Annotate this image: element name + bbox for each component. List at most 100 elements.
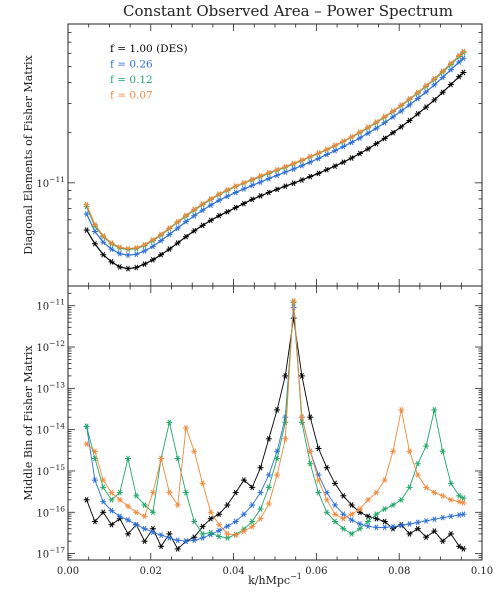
- data-point: [365, 496, 372, 503]
- data-point: [91, 228, 98, 235]
- data-point: [332, 502, 338, 508]
- data-point: [257, 515, 264, 522]
- marker-stroke: [225, 186, 230, 193]
- marker-stroke: [101, 233, 106, 239]
- data-point: [232, 532, 239, 538]
- data-point: [290, 160, 297, 167]
- data-point: [381, 518, 388, 525]
- marker-stroke: [217, 212, 222, 219]
- marker-stroke: [250, 518, 255, 525]
- marker-stroke: [333, 502, 337, 508]
- marker-stroke: [457, 492, 462, 499]
- marker-stroke: [299, 373, 304, 379]
- marker-stroke: [175, 225, 180, 231]
- data-point: [174, 537, 181, 544]
- marker-stroke: [391, 114, 395, 120]
- data-point: [348, 133, 355, 140]
- top-panel: Diagonal Elements of Fisher Matrix 10−11…: [22, 23, 483, 287]
- marker-stroke: [283, 435, 288, 442]
- y-tick-label-exponent: −14: [49, 422, 65, 431]
- y-tick-label-base: 10: [36, 508, 49, 519]
- y-tick-label-base: 10: [36, 550, 49, 561]
- data-point: [240, 186, 247, 192]
- marker-stroke: [225, 193, 230, 200]
- marker-stroke: [357, 506, 362, 512]
- data-point: [307, 460, 314, 467]
- data-point: [108, 507, 115, 514]
- marker-stroke: [308, 153, 313, 160]
- marker-stroke: [159, 251, 164, 258]
- data-point: [373, 524, 380, 531]
- data-point: [249, 182, 256, 189]
- data-point: [249, 176, 256, 183]
- marker-stroke: [217, 511, 222, 518]
- marker-stroke: [366, 130, 371, 136]
- x-axis-label-exponent: −1: [290, 572, 302, 581]
- x-axis-label-base: k/hMpc: [248, 574, 290, 587]
- data-point: [423, 89, 430, 95]
- data-point: [265, 189, 272, 196]
- data-point: [257, 506, 264, 512]
- data-point: [315, 489, 322, 496]
- data-point: [431, 489, 438, 496]
- marker-stroke: [357, 129, 362, 135]
- marker-stroke: [374, 140, 379, 147]
- data-point: [191, 206, 198, 213]
- marker-stroke: [341, 515, 346, 522]
- data-point: [390, 108, 396, 114]
- data-point: [199, 531, 206, 537]
- data-point: [439, 68, 446, 74]
- data-point: [406, 484, 413, 491]
- data-point: [323, 509, 330, 516]
- marker-stroke: [142, 513, 147, 520]
- marker-stroke: [308, 173, 313, 180]
- data-point: [141, 538, 148, 545]
- data-point: [298, 157, 305, 163]
- marker-stroke: [457, 59, 462, 65]
- data-point: [108, 521, 115, 528]
- data-point: [232, 183, 239, 189]
- data-point: [174, 225, 181, 231]
- y-tick-label-base: 10: [36, 343, 49, 354]
- marker-stroke: [159, 237, 164, 244]
- data-point: [373, 511, 380, 518]
- marker-stroke: [208, 202, 213, 208]
- marker-stroke: [217, 533, 222, 540]
- marker-stroke: [109, 246, 114, 252]
- data-point: [373, 119, 380, 125]
- data-point: [199, 201, 206, 207]
- data-point: [274, 186, 281, 193]
- marker-stroke: [84, 441, 89, 447]
- marker-stroke: [440, 492, 445, 499]
- marker-stroke: [126, 531, 130, 537]
- marker-stroke: [366, 523, 371, 530]
- data-point: [158, 543, 165, 550]
- marker-stroke: [266, 435, 271, 442]
- marker-stroke: [126, 252, 130, 258]
- data-point: [149, 243, 156, 250]
- marker-stroke: [382, 135, 387, 142]
- marker-stroke: [461, 499, 466, 506]
- data-point: [315, 477, 322, 483]
- data-point: [174, 240, 181, 246]
- y-tick-label-base: 10: [36, 426, 49, 437]
- marker-stroke: [366, 496, 371, 503]
- marker-stroke: [457, 52, 462, 59]
- marker-stroke: [349, 133, 354, 140]
- data-point: [216, 197, 223, 204]
- marker-stroke: [175, 502, 180, 508]
- data-point: [398, 108, 405, 114]
- data-point: [340, 138, 347, 145]
- marker-stroke: [184, 212, 188, 219]
- marker-stroke: [440, 74, 445, 81]
- data-point: [348, 139, 355, 146]
- data-point: [116, 496, 123, 503]
- marker-stroke: [142, 248, 147, 254]
- marker-stroke: [92, 221, 97, 228]
- marker-stroke: [424, 82, 429, 89]
- marker-stroke: [109, 259, 114, 265]
- marker-stroke: [134, 521, 139, 528]
- data-point: [274, 407, 281, 413]
- marker-stroke: [448, 496, 453, 503]
- data-point: [100, 233, 107, 239]
